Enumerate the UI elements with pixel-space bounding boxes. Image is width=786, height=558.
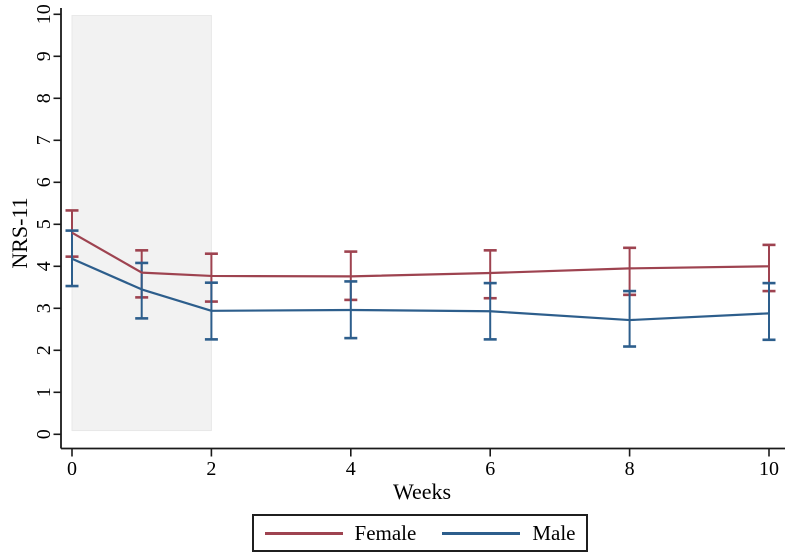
svg-text:2: 2 xyxy=(206,458,216,480)
legend-item-female: Female xyxy=(264,520,417,546)
svg-text:10: 10 xyxy=(33,4,55,24)
svg-text:7: 7 xyxy=(33,135,55,145)
svg-text:8: 8 xyxy=(625,458,635,480)
svg-text:9: 9 xyxy=(33,51,55,61)
svg-text:0: 0 xyxy=(33,429,55,439)
svg-text:6: 6 xyxy=(33,177,55,187)
male-line-swatch xyxy=(442,531,521,535)
svg-text:2: 2 xyxy=(33,345,55,355)
svg-text:8: 8 xyxy=(33,93,55,103)
y-axis-title: NRS-11 xyxy=(7,197,32,269)
svg-text:3: 3 xyxy=(33,303,55,313)
x-axis-title: Weeks xyxy=(392,479,452,504)
shaded-treatment-period xyxy=(71,15,212,432)
legend-item-male: Male xyxy=(442,521,575,546)
legend: Female Male xyxy=(252,514,588,552)
svg-text:6: 6 xyxy=(485,458,495,480)
series-line-male xyxy=(71,257,770,322)
svg-text:10: 10 xyxy=(759,458,779,480)
svg-text:0: 0 xyxy=(67,458,77,480)
x-axis-ticks: 0 2 4 6 8 10 xyxy=(67,448,779,480)
svg-text:4: 4 xyxy=(346,458,356,480)
y-axis-ticks: 0 1 2 3 4 5 6 7 8 9 10 xyxy=(33,4,61,439)
legend-label-male: Male xyxy=(532,520,576,545)
svg-text:4: 4 xyxy=(33,261,55,271)
legend-label-female: Female xyxy=(354,520,417,545)
svg-text:5: 5 xyxy=(33,219,55,229)
female-line-swatch xyxy=(264,531,343,535)
series-line-female xyxy=(71,231,770,278)
svg-text:1: 1 xyxy=(33,387,55,397)
